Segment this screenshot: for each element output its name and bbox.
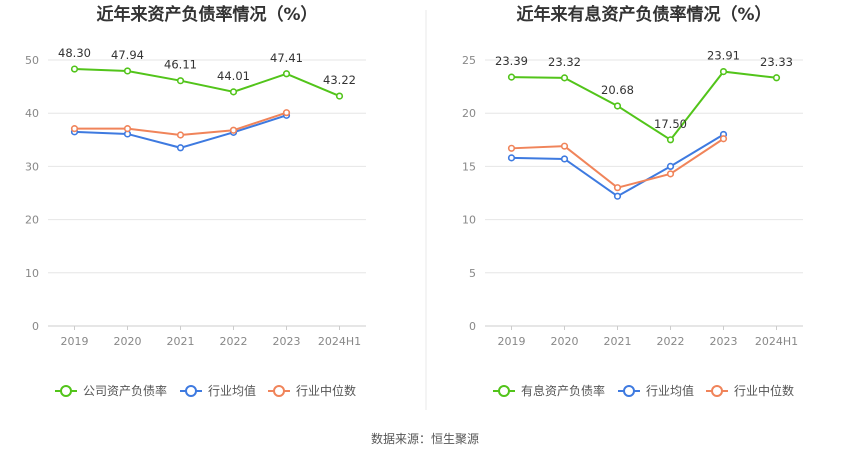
y-tick-label: 15 <box>462 160 476 173</box>
data-label: 23.33 <box>760 55 793 69</box>
legend-label: 行业均值 <box>208 383 256 398</box>
legend-label: 行业均值 <box>646 383 694 398</box>
x-tick-label: 2023 <box>273 335 301 348</box>
x-tick-label: 2019 <box>61 335 89 348</box>
y-tick-label: 10 <box>25 267 39 280</box>
data-label: 23.39 <box>495 54 528 68</box>
y-tick-label: 20 <box>462 107 476 120</box>
y-tick-label: 5 <box>469 267 476 280</box>
legend-label: 行业中位数 <box>296 383 356 398</box>
series-line <box>74 68 340 97</box>
y-tick-label: 0 <box>469 320 476 333</box>
x-tick-label: 2023 <box>710 335 738 348</box>
data-point <box>719 67 728 76</box>
data-point <box>772 74 781 82</box>
legend-swatch-marker <box>498 385 510 397</box>
x-tick-label: 2021 <box>604 335 632 348</box>
data-point <box>282 70 291 78</box>
chart-title: 近年来有息资产负债率情况（%） <box>516 4 771 25</box>
chart-panel-debt-ratio: 近年来资产负债率情况（%） 0 10 20 30 40 50 2019 2020 2021 2022… <box>25 4 366 398</box>
data-point <box>719 135 728 143</box>
data-point <box>507 154 516 162</box>
x-tick-label: 2024H1 <box>755 335 798 348</box>
legend-swatch-marker <box>273 385 285 397</box>
data-point <box>123 67 132 75</box>
data-point <box>560 142 569 150</box>
legend-swatch-marker <box>60 385 72 397</box>
series-line <box>511 137 725 189</box>
data-label: 44.01 <box>217 69 250 83</box>
data-point <box>70 125 79 133</box>
data-point <box>335 92 344 100</box>
legend-swatch-marker <box>185 385 197 397</box>
data-point <box>229 88 238 96</box>
y-tick-label: 40 <box>25 107 39 120</box>
data-label: 47.94 <box>111 48 144 62</box>
y-tick-label: 50 <box>25 54 39 67</box>
x-tick-label: 2020 <box>551 335 579 348</box>
data-point <box>176 131 185 139</box>
x-tick-label: 2019 <box>498 335 526 348</box>
data-point <box>176 144 185 152</box>
data-point <box>613 192 622 200</box>
data-label: 47.41 <box>270 51 303 65</box>
data-point <box>229 126 238 134</box>
series-line <box>511 70 777 142</box>
data-point <box>666 162 675 170</box>
data-point <box>666 170 675 178</box>
data-point <box>613 184 622 192</box>
chart-title: 近年来资产负债率情况（%） <box>96 4 317 25</box>
x-tick-label: 2021 <box>167 335 195 348</box>
data-point <box>560 155 569 163</box>
legend-swatch-marker <box>623 385 635 397</box>
y-tick-label: 25 <box>462 54 476 67</box>
data-point <box>666 136 675 144</box>
x-tick-label: 2024H1 <box>318 335 361 348</box>
data-point <box>507 144 516 152</box>
data-label: 23.32 <box>548 55 581 69</box>
data-point <box>70 65 79 73</box>
data-label: 43.22 <box>323 73 356 87</box>
x-tick-label: 2020 <box>114 335 142 348</box>
source-label: 数据来源：恒生聚源 <box>371 431 479 446</box>
data-point <box>613 102 622 110</box>
data-label: 48.30 <box>58 46 91 60</box>
data-point <box>123 125 132 133</box>
y-tick-label: 30 <box>25 160 39 173</box>
data-label: 23.91 <box>707 49 740 63</box>
data-point <box>560 74 569 82</box>
legend-swatch-marker <box>711 385 723 397</box>
x-tick-label: 2022 <box>657 335 685 348</box>
data-label: 20.68 <box>601 83 634 97</box>
data-point <box>507 73 516 81</box>
chart-panel-interest-debt-ratio: 近年来有息资产负债率情况（%） 0 5 10 15 20 25 2019 2020 2021 202… <box>462 4 803 398</box>
legend-label: 行业中位数 <box>734 383 794 398</box>
data-label: 46.11 <box>164 58 197 72</box>
data-label: 17.50 <box>654 117 687 131</box>
data-point <box>282 109 291 117</box>
y-tick-label: 0 <box>32 320 39 333</box>
y-tick-label: 20 <box>25 214 39 227</box>
legend-label: 有息资产负债率 <box>521 383 605 398</box>
x-tick-label: 2022 <box>220 335 248 348</box>
data-point <box>176 77 185 85</box>
legend-label: 公司资产负债率 <box>83 383 167 398</box>
y-tick-label: 10 <box>462 214 476 227</box>
